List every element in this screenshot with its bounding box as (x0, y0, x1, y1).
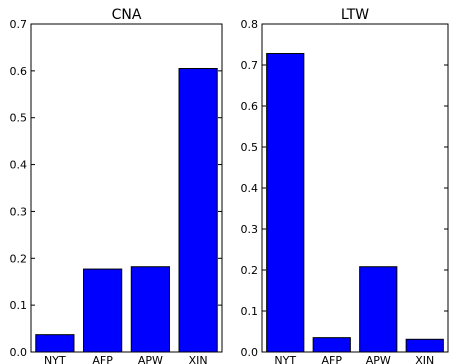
x-tick-label-afp: AFP (92, 354, 113, 364)
y-tick-label: 0.0 (10, 346, 28, 359)
y-tick-label: 0.8 (241, 18, 259, 31)
y-tick-label: 0.3 (10, 205, 28, 218)
x-tick-label-nyt: NYT (44, 354, 66, 364)
bar-nyt (266, 53, 305, 353)
bar-afp (312, 337, 351, 353)
bar-apw (130, 266, 170, 353)
bar-afp (83, 268, 123, 353)
y-tick-label: 0.2 (10, 252, 28, 265)
y-tick-label: 0.4 (10, 159, 28, 172)
x-tick-label-nyt: NYT (274, 354, 296, 364)
x-tick-label-afp: AFP (322, 354, 343, 364)
bar-xin (178, 68, 218, 353)
axes-frame (30, 23, 223, 353)
chart-panel-ltw: 0.0 0.1 0.2 0.3 0.4 0.5 0.6 0.7 0.8 NYT AFP APW XIN L… (241, 7, 449, 364)
y-tick-label: 0.6 (10, 65, 28, 78)
x-tick-label-apw: APW (366, 354, 391, 364)
y-tick-label: 0.2 (241, 264, 259, 277)
bar-xin (405, 338, 444, 353)
y-tick-label: 0.5 (241, 141, 259, 154)
y-tick-label: 0.5 (10, 112, 28, 125)
chart-title: LTW (341, 7, 369, 23)
x-tick-label-xin: XIN (189, 354, 208, 364)
y-tick-label: 0.4 (241, 182, 259, 195)
chart-title: CNA (112, 7, 142, 23)
x-tick-label-apw: APW (138, 354, 163, 364)
x-tick-label-xin: XIN (415, 354, 434, 364)
y-tick-label: 0.3 (241, 223, 259, 236)
y-tick-label: 0.7 (10, 18, 28, 31)
y-tick-label: 0.0 (241, 346, 259, 359)
y-tick-label: 0.6 (241, 100, 259, 113)
bar-nyt (35, 334, 75, 353)
chart-panel-cna: 0.0 0.1 0.2 0.3 0.4 0.5 0.6 0.7 NYT AFP APW XIN CNA (10, 7, 223, 364)
y-tick-label: 0.7 (241, 59, 259, 72)
y-tick-label: 0.1 (10, 299, 28, 312)
bar-apw (359, 266, 398, 353)
y-tick-label: 0.1 (241, 305, 259, 318)
